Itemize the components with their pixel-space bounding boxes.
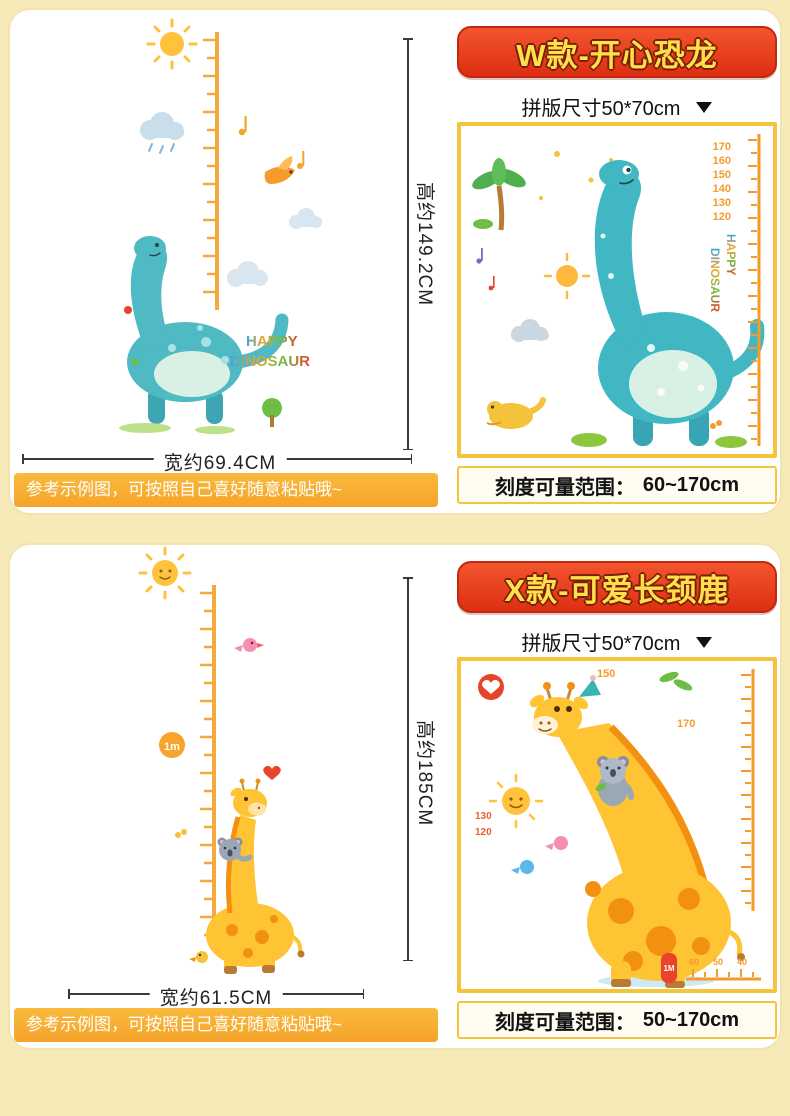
panel-size-text: 拼版尺寸50*70cm (521, 633, 681, 655)
scale-range-label: 刻度可量范围： (494, 476, 635, 499)
width-dimension-label: 宽约69.4CM (153, 448, 287, 475)
height-dimension-label: 高约185CM (414, 720, 435, 827)
vertical-dinosaur-text: DINOSAUR (708, 248, 722, 312)
style-title: X款-可爱长颈鹿 (504, 572, 730, 608)
panel-size-row: 拼版尺寸50*70cm (457, 92, 777, 121)
height-ruler (203, 32, 219, 310)
bird-icon-2 (511, 860, 534, 874)
product-image-frame: 150 170 130 120 (457, 657, 777, 993)
svg-text:150: 150 (713, 169, 731, 181)
scale-numbers: 170 160 150 140 130 120 (713, 141, 731, 223)
music-note-icon (238, 116, 305, 169)
svg-text:120: 120 (713, 211, 731, 223)
heart-icon (263, 765, 281, 780)
style-title-banner: W款-开心恐龙 (457, 26, 777, 78)
svg-text:130: 130 (713, 197, 731, 209)
cloud-icon (227, 261, 268, 287)
usage-note: 参考示例图，可按照自己喜好随意粘贴哦~ (14, 1008, 438, 1042)
scale-range-bar: 刻度可量范围： 60~170cm (457, 466, 777, 504)
svg-text:1m: 1m (164, 741, 180, 753)
style-title-banner: X款-可爱长颈鹿 (457, 561, 777, 613)
product-image-frame: 170 160 150 140 130 120 HAPPY DINOSAUR (457, 122, 777, 458)
bird-icon (545, 836, 568, 850)
sparkles (539, 151, 613, 200)
cloud-icon (511, 319, 549, 342)
height-dimension-line (404, 38, 412, 450)
scale-range-value: 50~170cm (642, 1008, 740, 1031)
dinosaur-illustration (594, 160, 765, 446)
sun-icon (146, 18, 198, 70)
product-info-dinosaur: W款-开心恐龙 拼版尺寸50*70cm (457, 10, 777, 513)
scale-number-right: 170 (677, 718, 695, 730)
baby-dino-icon (486, 397, 546, 429)
bottom-number-1: 60 (689, 957, 699, 967)
pterosaur-icon (264, 156, 295, 185)
svg-text:170: 170 (713, 141, 731, 153)
dinosaur-sticker-illustration: HAPPY DINOSAUR (119, 18, 322, 434)
giraffe-illustration (529, 675, 745, 988)
style-title: W款-开心恐龙 (516, 37, 718, 73)
scale-number-left-2: 120 (475, 827, 492, 838)
dropdown-arrow-icon (696, 637, 713, 648)
koala-icon (217, 837, 253, 862)
koala-icon (595, 756, 634, 806)
ruler (748, 134, 761, 446)
giraffe-sticker-illustration: 1m (138, 546, 305, 974)
bushes (571, 433, 747, 448)
bottom-number-2: 50 (713, 957, 723, 967)
scale-range-label: 刻度可量范围： (494, 1011, 635, 1034)
rain-cloud-icon (140, 112, 184, 154)
product-info-giraffe: X款-可爱长颈鹿 拼版尺寸50*70cm 150 170 130 120 (457, 545, 777, 1048)
giraffe-product-image: 150 170 130 120 (475, 668, 761, 988)
giraffe-illustration (206, 778, 305, 974)
sticker-preview-dinosaur: HAPPY DINOSAUR 高约149.2CM 宽约69.4CM 参考示例图，… (10, 10, 457, 513)
dinosaur-product-image: 170 160 150 140 130 120 HAPPY DINOSAUR (472, 134, 765, 448)
sun-icon (488, 773, 544, 829)
bottom-number-3: 40 (737, 957, 747, 967)
palm-tree-icon (472, 158, 526, 231)
dinosaur-text: DINOSAUR (230, 353, 310, 370)
panel-size-row: 拼版尺寸50*70cm (457, 627, 777, 656)
section-w-happy-dinosaur: HAPPY DINOSAUR 高约149.2CM 宽约69.4CM 参考示例图，… (8, 8, 782, 515)
dinosaur-illustration (127, 236, 289, 424)
cloud-icon-2 (289, 208, 322, 229)
grass (119, 306, 282, 434)
one-meter-badge: 1m (159, 732, 185, 758)
music-notes (476, 248, 495, 291)
ruler (741, 669, 755, 911)
scale-range-bar: 刻度可量范围： 50~170cm (457, 1001, 777, 1039)
scale-number-top: 150 (597, 668, 615, 680)
svg-text:140: 140 (713, 183, 731, 195)
usage-note: 参考示例图，可按照自己喜好随意粘贴哦~ (14, 473, 438, 507)
height-dimension-label: 高约149.2CM (414, 182, 435, 307)
happy-text: HAPPY (246, 333, 298, 350)
width-dimension-label: 宽约61.5CM (149, 983, 283, 1010)
sun-icon (543, 252, 591, 300)
small-bird-icon (189, 951, 208, 963)
svg-text:160: 160 (713, 155, 731, 167)
dropdown-arrow-icon (696, 102, 713, 113)
scale-number-left-1: 130 (475, 811, 492, 822)
sticker-preview-giraffe: 1m (10, 545, 457, 1048)
bird-icon (234, 638, 264, 652)
leaves-icon (659, 671, 693, 691)
scale-range-value: 60~170cm (642, 473, 740, 496)
height-ruler (200, 585, 216, 945)
bottom-ruler (686, 969, 761, 981)
height-dimension-line (404, 577, 412, 961)
sun-icon (138, 546, 192, 600)
one-meter-pill: 1M (661, 953, 677, 983)
butterfly-icon (175, 829, 187, 838)
section-x-cute-giraffe: 1m (8, 543, 782, 1050)
svg-text:1M: 1M (663, 964, 674, 973)
vertical-happy-text: HAPPY (724, 234, 738, 275)
panel-size-text: 拼版尺寸50*70cm (521, 98, 681, 120)
heart-badge-icon (478, 674, 504, 700)
butterfly-icon (710, 420, 722, 429)
